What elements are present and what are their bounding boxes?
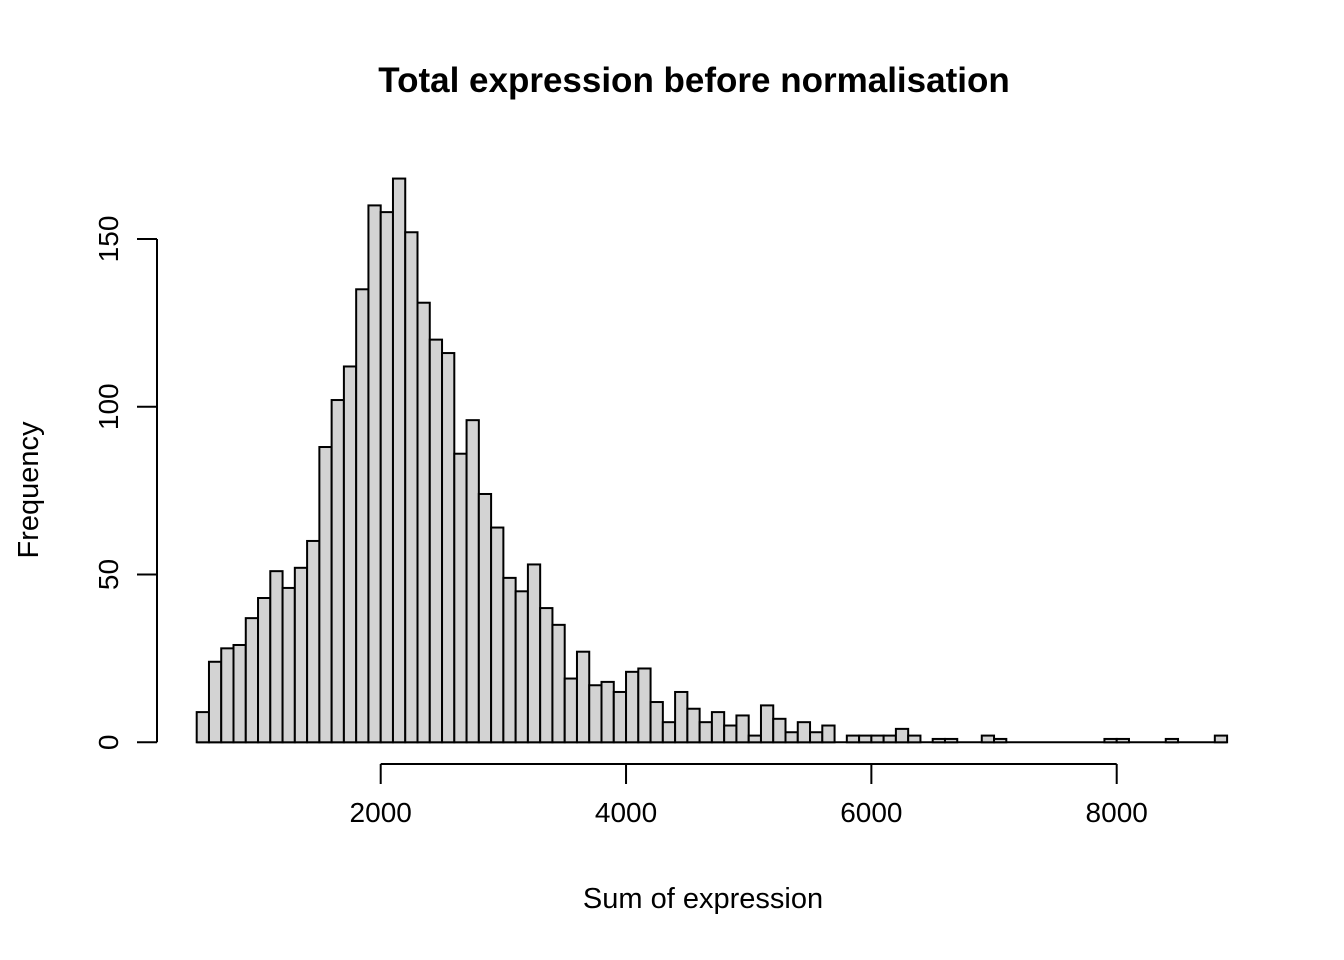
- histogram-bar: [330, 399, 345, 744]
- histogram-bar: [428, 338, 444, 744]
- histogram-bar: [796, 721, 812, 744]
- histogram-bar: [894, 727, 910, 744]
- histogram-bar: [195, 711, 210, 744]
- histogram-bar: [661, 721, 677, 744]
- histogram-bar: [1103, 737, 1118, 744]
- histogram-bar: [993, 737, 1008, 744]
- histogram-bar: [379, 211, 394, 744]
- histogram-bar: [232, 643, 247, 744]
- histogram-bar: [416, 301, 431, 744]
- histogram-bar: [551, 623, 566, 744]
- histogram-bar: [514, 590, 529, 744]
- histogram-bar: [391, 177, 407, 744]
- histogram-bar: [1115, 737, 1130, 744]
- histogram-bar: [809, 731, 824, 744]
- histogram-bar: [870, 734, 885, 744]
- histogram-bar: [257, 597, 272, 744]
- histogram-bar: [220, 647, 235, 744]
- chart-title: Total expression before normalisation: [378, 61, 1009, 100]
- histogram-bar: [759, 704, 775, 744]
- histogram-bar: [342, 365, 358, 744]
- histogram-bar: [269, 570, 284, 744]
- histogram-bar: [784, 731, 799, 744]
- histogram-bar: [858, 734, 873, 744]
- histogram-bar: [502, 576, 517, 744]
- histogram-bar: [453, 452, 468, 744]
- histogram-bar: [563, 677, 578, 744]
- histogram-bar: [281, 586, 296, 744]
- histogram-bar: [539, 607, 554, 744]
- histogram-bar: [588, 684, 603, 744]
- histogram-bar: [907, 734, 922, 744]
- histogram-bar: [367, 204, 382, 744]
- histogram-bar: [404, 231, 419, 744]
- histogram-bar: [526, 563, 542, 744]
- y-tick-label: 0: [93, 735, 124, 751]
- y-tick-label: 50: [93, 559, 124, 590]
- histogram-bar: [710, 711, 726, 744]
- histogram-bar: [637, 667, 652, 744]
- histogram-bar: [649, 701, 664, 744]
- y-tick-label: 100: [93, 383, 124, 430]
- histogram-bar: [772, 717, 787, 744]
- histogram-bar: [355, 288, 370, 744]
- y-axis-label: Frequency: [13, 421, 45, 559]
- histogram-bar: [244, 617, 260, 744]
- histogram-bar: [293, 566, 309, 744]
- x-tick-label: 2000: [350, 797, 412, 828]
- x-tick-label: 6000: [840, 797, 902, 828]
- histogram-bar: [465, 419, 480, 744]
- histogram-bar: [625, 670, 640, 744]
- histogram-bar: [821, 724, 836, 744]
- histogram-bar: [943, 737, 959, 744]
- histogram-bar: [1164, 737, 1180, 744]
- x-tick-label: 8000: [1086, 797, 1148, 828]
- x-axis-label: Sum of expression: [583, 883, 823, 915]
- y-tick-label: 150: [93, 216, 124, 263]
- histogram-bar: [575, 650, 591, 744]
- histogram-bar: [441, 352, 456, 744]
- plot-layer: 0 50 100 150 2000 4000 6000 8000: [93, 177, 1229, 828]
- histogram-bar: [931, 737, 946, 744]
- histogram-bar: [686, 707, 701, 744]
- histogram-bar: [1213, 734, 1229, 744]
- x-tick-label: 4000: [595, 797, 657, 828]
- histogram-bar: [612, 690, 628, 744]
- histogram-bar: [980, 734, 996, 744]
- histogram-bar: [490, 526, 505, 744]
- histogram-bar: [845, 734, 861, 744]
- histogram-bar: [477, 492, 493, 744]
- histogram-bar: [207, 660, 223, 744]
- histogram-bar: [723, 724, 738, 744]
- histogram-bar: [735, 714, 750, 744]
- histogram-bar: [698, 721, 713, 744]
- histogram-bar: [600, 680, 615, 744]
- histogram-bar: [318, 446, 333, 744]
- histogram-bar: [306, 539, 321, 744]
- histogram-bar: [882, 734, 897, 744]
- histogram-bar: [674, 690, 689, 744]
- histogram-bar: [747, 734, 762, 744]
